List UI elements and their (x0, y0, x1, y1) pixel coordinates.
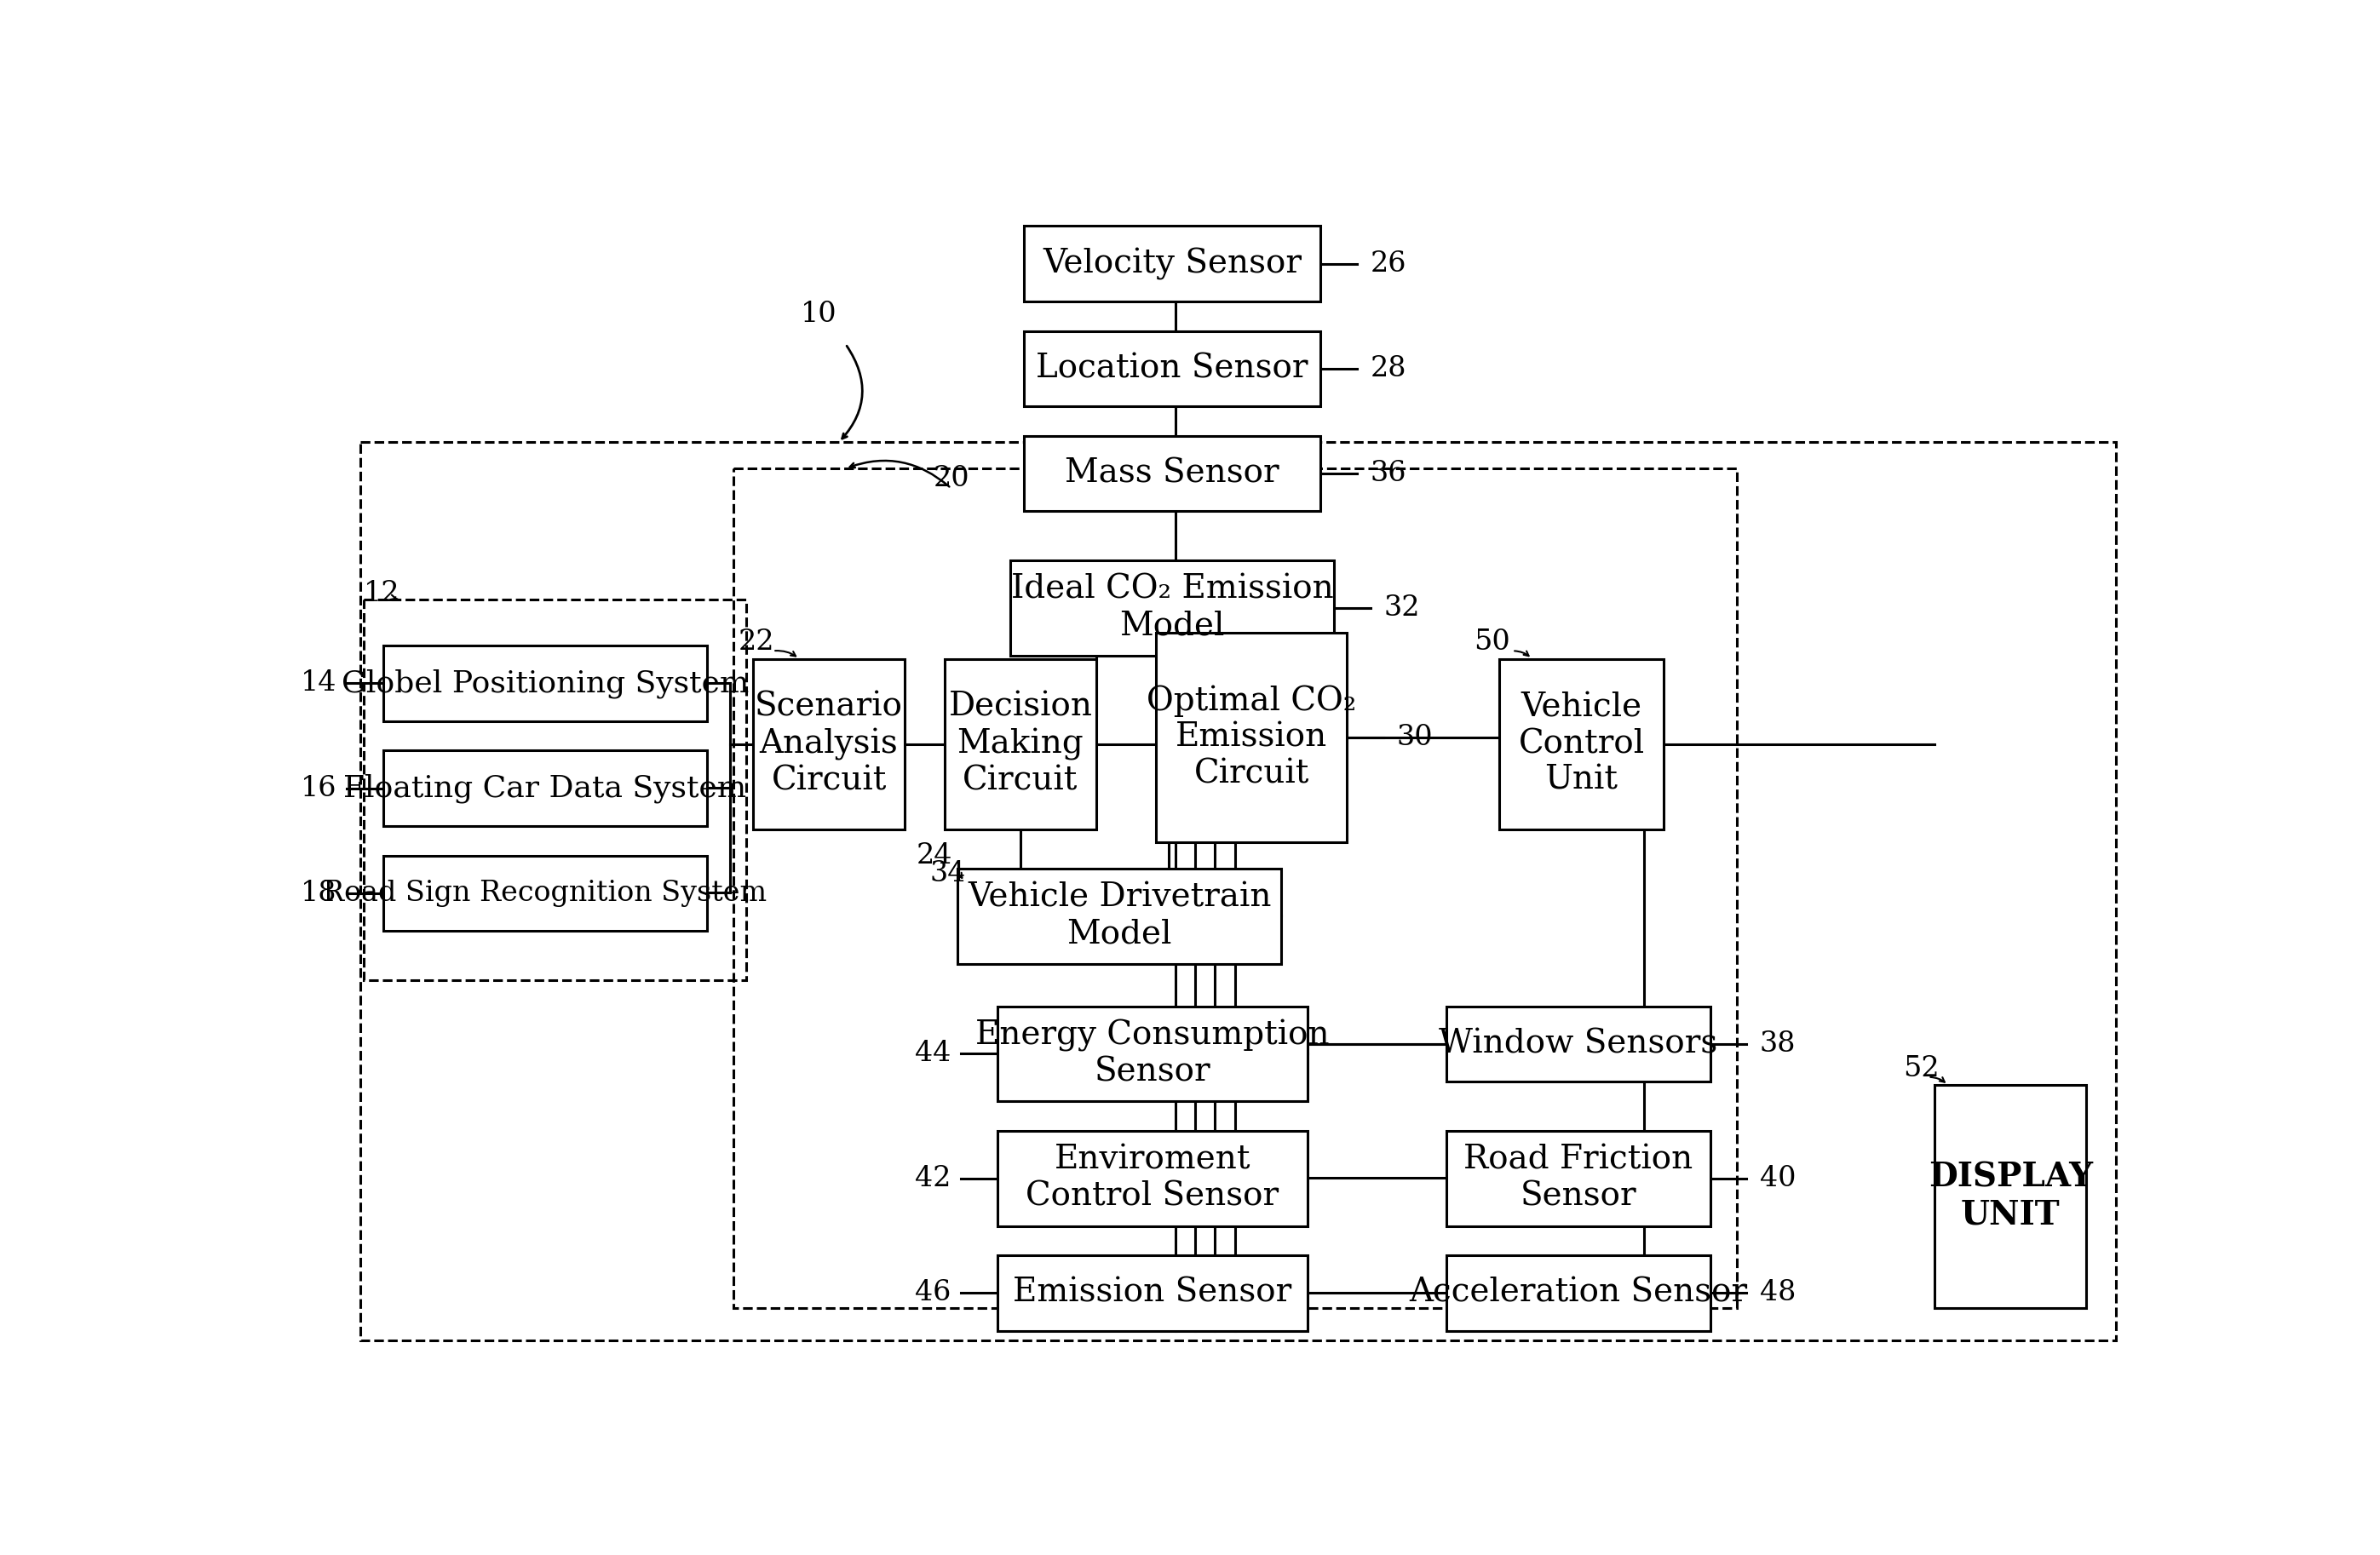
Text: Vehicle
Control
Unit: Vehicle Control Unit (1518, 692, 1645, 796)
FancyBboxPatch shape (1935, 1085, 2087, 1308)
FancyBboxPatch shape (1447, 1006, 1711, 1082)
Text: 28: 28 (1371, 355, 1407, 383)
FancyBboxPatch shape (997, 1006, 1307, 1101)
FancyBboxPatch shape (1447, 1130, 1711, 1225)
FancyBboxPatch shape (1447, 1255, 1711, 1331)
Text: 34: 34 (931, 860, 966, 888)
FancyBboxPatch shape (997, 1130, 1307, 1225)
Text: 16: 16 (300, 774, 338, 802)
Text: DISPLAY
UNIT: DISPLAY UNIT (1928, 1162, 2092, 1232)
Text: 52: 52 (1904, 1054, 1940, 1082)
Text: Velocity Sensor: Velocity Sensor (1042, 247, 1302, 280)
Text: Energy Consumption
Sensor: Energy Consumption Sensor (976, 1020, 1330, 1088)
Text: 26: 26 (1371, 250, 1407, 277)
Text: Window Sensors: Window Sensors (1440, 1028, 1718, 1059)
Text: 46: 46 (914, 1280, 952, 1306)
Text: Road Friction
Sensor: Road Friction Sensor (1464, 1144, 1692, 1213)
Text: 50: 50 (1473, 628, 1511, 656)
Text: 12: 12 (364, 580, 400, 606)
Text: 42: 42 (914, 1165, 952, 1193)
Text: Decision
Making
Circuit: Decision Making Circuit (947, 692, 1092, 796)
Text: 22: 22 (738, 628, 774, 656)
FancyBboxPatch shape (997, 1255, 1307, 1331)
FancyBboxPatch shape (752, 659, 904, 829)
FancyBboxPatch shape (1012, 560, 1333, 656)
Text: 14: 14 (300, 670, 338, 697)
Text: 32: 32 (1383, 594, 1421, 622)
Text: 38: 38 (1759, 1031, 1797, 1057)
Text: Location Sensor: Location Sensor (1035, 353, 1309, 384)
FancyBboxPatch shape (383, 855, 707, 931)
Text: 44: 44 (914, 1040, 952, 1067)
Text: Emission Sensor: Emission Sensor (1014, 1277, 1292, 1309)
FancyBboxPatch shape (1499, 659, 1664, 829)
Text: Enviroment
Control Sensor: Enviroment Control Sensor (1026, 1144, 1278, 1213)
FancyBboxPatch shape (383, 751, 707, 826)
Text: 20: 20 (933, 465, 969, 491)
FancyBboxPatch shape (945, 659, 1097, 829)
FancyBboxPatch shape (957, 869, 1280, 964)
FancyBboxPatch shape (1157, 633, 1347, 843)
Text: Ideal CO₂ Emission
Model: Ideal CO₂ Emission Model (1012, 574, 1333, 642)
FancyBboxPatch shape (1023, 331, 1321, 406)
Text: Acceleration Sensor: Acceleration Sensor (1409, 1277, 1747, 1309)
FancyBboxPatch shape (1023, 435, 1321, 512)
Text: 48: 48 (1759, 1280, 1797, 1306)
Text: Vehicle Drivetrain
Model: Vehicle Drivetrain Model (969, 882, 1271, 950)
Text: Scenario
Analysis
Circuit: Scenario Analysis Circuit (754, 692, 902, 796)
Text: 24: 24 (916, 841, 952, 869)
Text: Mass Sensor: Mass Sensor (1064, 457, 1280, 490)
Text: Floating Car Data System: Floating Car Data System (343, 773, 747, 802)
Text: 10: 10 (802, 300, 838, 328)
FancyBboxPatch shape (383, 645, 707, 722)
Text: Road Sign Recognition System: Road Sign Recognition System (324, 880, 766, 907)
Text: 18: 18 (300, 880, 338, 907)
Text: 40: 40 (1759, 1165, 1797, 1193)
Text: 30: 30 (1397, 723, 1433, 751)
FancyBboxPatch shape (1023, 225, 1321, 302)
Text: 36: 36 (1371, 460, 1407, 487)
Text: Optimal CO₂
Emission
Circuit: Optimal CO₂ Emission Circuit (1147, 686, 1357, 790)
Text: Globel Positioning System: Globel Positioning System (340, 669, 750, 698)
